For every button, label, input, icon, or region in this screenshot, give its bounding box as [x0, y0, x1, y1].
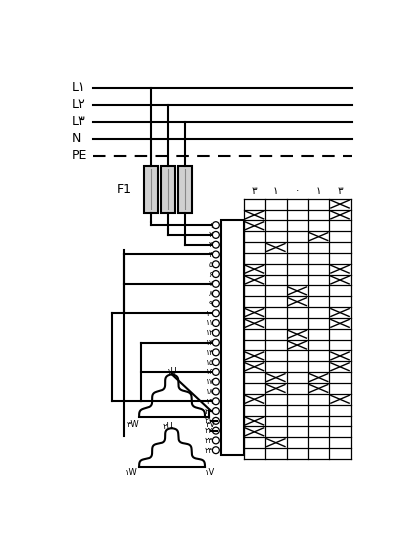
Text: ۱۱: ۱۱ [205, 319, 213, 327]
Text: L۱: L۱ [72, 81, 85, 94]
Text: ۲۰: ۲۰ [204, 407, 213, 416]
Text: ۳: ۳ [337, 187, 343, 197]
Text: N: N [72, 132, 81, 145]
Text: L۳: L۳ [72, 115, 86, 128]
Bar [161, 166, 175, 213]
Bar [178, 166, 192, 213]
Text: ۱۳: ۱۳ [205, 338, 213, 347]
Text: ۱۶: ۱۶ [205, 368, 213, 376]
Text: ۷: ۷ [209, 279, 213, 288]
Text: L۲: L۲ [72, 98, 86, 112]
Text: F1: F1 [116, 183, 131, 196]
Text: ۲۲: ۲۲ [204, 426, 213, 435]
Text: ۱: ۱ [209, 221, 213, 230]
Text: ۲U: ۲U [162, 422, 173, 431]
Text: ۴: ۴ [209, 250, 213, 259]
Text: ۱U: ۱U [166, 367, 177, 375]
Text: ۵: ۵ [209, 260, 213, 269]
Text: ۳: ۳ [209, 240, 213, 249]
Text: ۲۱: ۲۱ [205, 416, 213, 426]
Text: ۱۸: ۱۸ [205, 387, 213, 396]
Text: ۳V: ۳V [206, 420, 216, 429]
Text: ·: · [296, 187, 299, 197]
Text: ۲۳: ۲۳ [205, 436, 213, 445]
Text: ۶: ۶ [209, 269, 213, 279]
Text: ۲: ۲ [209, 230, 213, 240]
Bar [220, 220, 244, 455]
Text: ۸: ۸ [209, 289, 213, 298]
Text: ۱۹: ۱۹ [205, 397, 213, 406]
Text: ۱۴: ۱۴ [205, 348, 213, 357]
Text: ۱۰: ۱۰ [205, 309, 213, 318]
Text: ۲۴: ۲۴ [204, 445, 213, 455]
Text: ۱۷: ۱۷ [205, 377, 213, 386]
Text: ۳: ۳ [252, 187, 257, 197]
Text: PE: PE [72, 149, 87, 162]
Text: ۱۵: ۱۵ [205, 358, 213, 367]
Text: ۱: ۱ [273, 187, 279, 197]
Text: ۱: ۱ [316, 187, 322, 197]
Text: ۱V: ۱V [204, 468, 215, 477]
Text: ۱۲: ۱۲ [205, 328, 213, 337]
Bar [144, 166, 158, 213]
Text: ۹: ۹ [209, 299, 213, 308]
Text: ۱W: ۱W [125, 468, 138, 477]
Text: ۳W: ۳W [127, 420, 139, 429]
